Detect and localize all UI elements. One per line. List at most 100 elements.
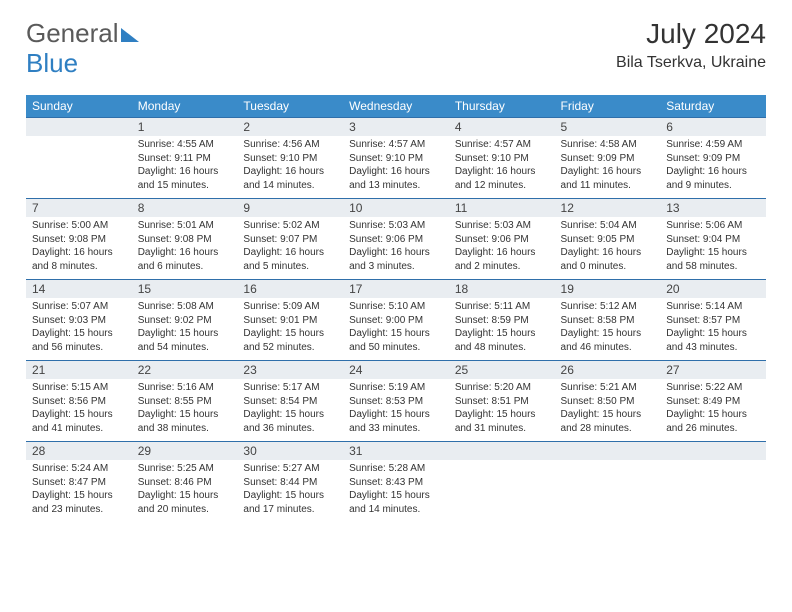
sunrise-line: Sunrise: 5:20 AM <box>455 382 531 393</box>
sunset-line: Sunset: 9:08 PM <box>138 234 212 245</box>
weekday-header: Saturday <box>660 95 766 118</box>
sunset-line: Sunset: 9:05 PM <box>561 234 635 245</box>
sunrise-line: Sunrise: 5:22 AM <box>666 382 742 393</box>
day-detail-cell: Sunrise: 5:12 AMSunset: 8:58 PMDaylight:… <box>555 298 661 361</box>
day-detail-cell: Sunrise: 5:21 AM Sunset: 8:50 PM Daylight:… <box>555 379 661 442</box>
daylight-line: Daylight: 15 hours and 20 minutes. <box>138 490 219 515</box>
sunset-line: Sunset: 9:08 PM <box>32 234 106 245</box>
day-number-cell: 13 <box>660 199 766 218</box>
daylight-line: Daylight: 15 hours and 54 minutes. <box>138 328 219 353</box>
day-detail-cell: Sunrise: 4:58 AMSunset: 9:09 PMDaylight:… <box>555 136 661 199</box>
sunset-line: Sunset: 9:00 PM <box>349 315 423 326</box>
day-number-row: 123456 <box>26 118 766 137</box>
daylight-line: Daylight: 16 hours and 0 minutes. <box>561 247 642 272</box>
day-detail-cell: Sunrise: 5:15 AMSunset: 8:56 PMDaylight:… <box>26 379 132 442</box>
day-number-cell <box>26 118 132 137</box>
daylight-line: Daylight: 16 hours and 12 minutes. <box>455 166 536 191</box>
sunrise-line: Sunrise: 5:25 AM <box>138 463 214 474</box>
sunrise-line: Sunrise: 5:03 AM <box>455 220 531 231</box>
day-detail-cell: Sunrise: 5:04 AMSunset: 9:05 PMDaylight:… <box>555 217 661 280</box>
day-number-cell: 9 <box>237 199 343 218</box>
day-detail-cell: Sunrise: 4:55 AMSunset: 9:11 PMDaylight:… <box>132 136 238 199</box>
sunrise-line: Sunrise: 5:24 AM <box>32 463 108 474</box>
location-label: Bila Tserkva, Ukraine <box>616 54 766 72</box>
day-detail-row: Sunrise: 5:07 AMSunset: 9:03 PMDaylight:… <box>26 298 766 361</box>
day-detail-cell: Sunrise: 5:17 AMSunset: 8:54 PMDaylight:… <box>237 379 343 442</box>
daylight-line: Daylight: 16 hours and 11 minutes. <box>561 166 642 191</box>
day-number-cell <box>449 442 555 461</box>
daylight-line: Daylight: 15 hours and 56 minutes. <box>32 328 113 353</box>
daylight-line: Daylight: 16 hours and 14 minutes. <box>243 166 324 191</box>
sunset-line: Sunset: 8:53 PM <box>349 396 423 407</box>
day-detail-cell: Sunrise: 5:25 AMSunset: 8:46 PMDaylight:… <box>132 460 238 522</box>
weekday-header: Monday <box>132 95 238 118</box>
day-detail-cell: Sunrise: 5:07 AMSunset: 9:03 PMDaylight:… <box>26 298 132 361</box>
sunrise-line: Sunrise: 5:02 AM <box>243 220 319 231</box>
logo-text-blue: Blue <box>26 48 78 78</box>
day-detail-cell: Sunrise: 5:08 AMSunset: 9:02 PMDaylight:… <box>132 298 238 361</box>
weekday-header-row: Sunday Monday Tuesday Wednesday Thursday… <box>26 95 766 118</box>
sunrise-line: Sunrise: 5:28 AM <box>349 463 425 474</box>
sunset-line: Sunset: 8:55 PM <box>138 396 212 407</box>
daylight-line: Daylight: 16 hours and 9 minutes. <box>666 166 747 191</box>
weekday-header: Tuesday <box>237 95 343 118</box>
sunrise-line: Sunrise: 5:08 AM <box>138 301 214 312</box>
sunset-line: Sunset: 9:04 PM <box>666 234 740 245</box>
sunset-line: Sunset: 9:07 PM <box>243 234 317 245</box>
sunrise-line: Sunrise: 5:17 AM <box>243 382 319 393</box>
sunset-line: Sunset: 9:10 PM <box>455 153 529 164</box>
day-number-cell: 24 <box>343 361 449 380</box>
day-number-cell: 16 <box>237 280 343 299</box>
day-number-cell: 20 <box>660 280 766 299</box>
daylight-line: Daylight: 15 hours and 43 minutes. <box>666 328 747 353</box>
sunrise-line: Sunrise: 4:59 AM <box>666 139 742 150</box>
daylight-line: Daylight: 16 hours and 5 minutes. <box>243 247 324 272</box>
day-number-cell: 7 <box>26 199 132 218</box>
day-number-cell: 10 <box>343 199 449 218</box>
day-number-cell <box>660 442 766 461</box>
day-number-row: 78910111213 <box>26 199 766 218</box>
day-number-cell: 23 <box>237 361 343 380</box>
day-detail-cell: Sunrise: 5:03 AMSunset: 9:06 PMDaylight:… <box>343 217 449 280</box>
day-detail-cell <box>449 460 555 522</box>
daylight-line: Daylight: 15 hours and 38 minutes. <box>138 409 219 434</box>
daylight-line: Daylight: 15 hours and 58 minutes. <box>666 247 747 272</box>
day-number-cell: 29 <box>132 442 238 461</box>
sunset-line: Sunset: 9:06 PM <box>455 234 529 245</box>
sunrise-line: Sunrise: 5:19 AM <box>349 382 425 393</box>
sunrise-line: Sunrise: 5:03 AM <box>349 220 425 231</box>
daylight-line: Daylight: 16 hours and 13 minutes. <box>349 166 430 191</box>
day-number-cell: 25 <box>449 361 555 380</box>
day-number-cell: 14 <box>26 280 132 299</box>
day-detail-cell: Sunrise: 5:01 AMSunset: 9:08 PMDaylight:… <box>132 217 238 280</box>
sunset-line: Sunset: 8:50 PM <box>561 396 635 407</box>
day-number-cell: 8 <box>132 199 238 218</box>
day-number-cell: 18 <box>449 280 555 299</box>
daylight-line: Daylight: 15 hours and 28 minutes. <box>561 409 642 434</box>
day-detail-cell: Sunrise: 5:02 AM Sunset: 9:07 PM Daylight:… <box>237 217 343 280</box>
daylight-line: Daylight: 15 hours and 41 minutes. <box>32 409 113 434</box>
sunrise-line: Sunrise: 5:21 AM <box>561 382 637 393</box>
sunset-line: Sunset: 9:03 PM <box>32 315 106 326</box>
day-number-cell: 22 <box>132 361 238 380</box>
sunrise-line: Sunrise: 5:01 AM <box>138 220 214 231</box>
daylight-line: Daylight: 15 hours and 23 minutes. <box>32 490 113 515</box>
sunset-line: Sunset: 8:54 PM <box>243 396 317 407</box>
day-number-cell: 19 <box>555 280 661 299</box>
day-detail-cell <box>660 460 766 522</box>
daylight-line: Daylight: 16 hours and 3 minutes. <box>349 247 430 272</box>
day-number-cell: 4 <box>449 118 555 137</box>
day-number-cell: 27 <box>660 361 766 380</box>
day-number-cell: 12 <box>555 199 661 218</box>
logo: General <box>26 18 139 49</box>
weekday-header: Thursday <box>449 95 555 118</box>
sunrise-line: Sunrise: 5:15 AM <box>32 382 108 393</box>
sunset-line: Sunset: 9:10 PM <box>243 153 317 164</box>
daylight-line: Daylight: 16 hours and 2 minutes. <box>455 247 536 272</box>
day-number-row: 21222324252627 <box>26 361 766 380</box>
day-number-cell: 17 <box>343 280 449 299</box>
daylight-line: Daylight: 15 hours and 48 minutes. <box>455 328 536 353</box>
daylight-line: Daylight: 16 hours and 8 minutes. <box>32 247 113 272</box>
day-number-cell <box>555 442 661 461</box>
sunset-line: Sunset: 9:10 PM <box>349 153 423 164</box>
